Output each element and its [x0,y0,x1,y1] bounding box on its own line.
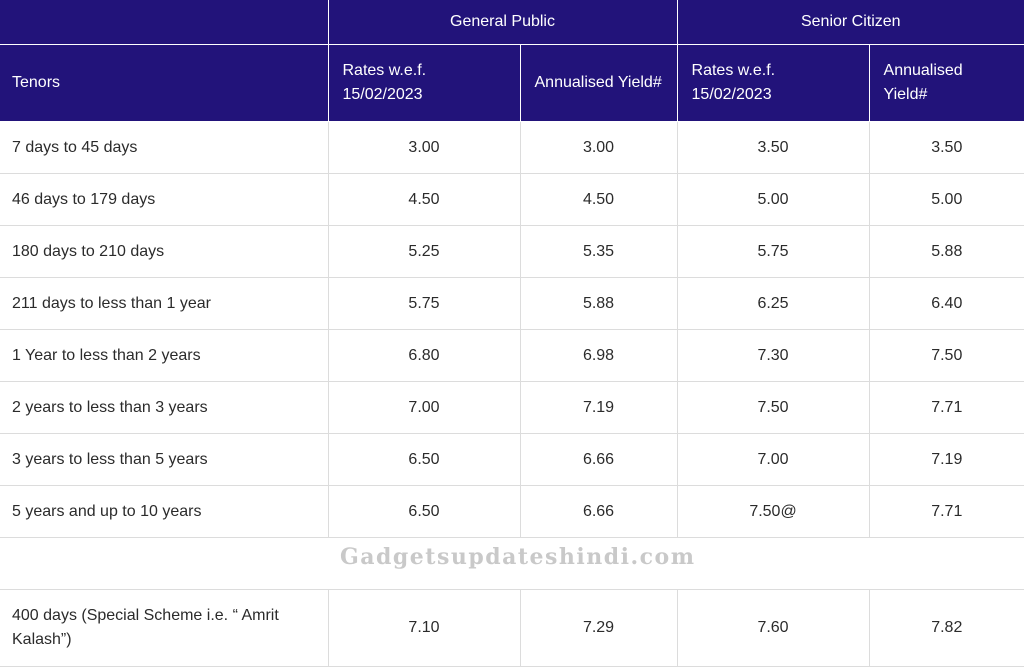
watermark-cell: Gadgetsupdateshindi.com [0,537,1024,590]
sc-yield-cell: 7.82 [868,589,1024,667]
gp-yield-cell: 7.29 [519,589,678,667]
gp-yield-cell: 5.35 [519,225,678,278]
group-header-row: General Public Senior Citizen [0,0,1024,45]
table-row: 211 days to less than 1 year 5.75 5.88 6… [0,277,1024,330]
sc-rate-cell: 5.75 [676,225,870,278]
sc-yield-header: Annualised Yield# [868,44,1024,122]
tenor-cell: 180 days to 210 days [0,225,329,278]
tenors-header: Tenors [0,44,329,122]
gp-rate-cell: 7.10 [327,589,521,667]
sc-rates-header: Rates w.e.f. 15/02/2023 [676,44,870,122]
sc-yield-cell: 5.88 [868,225,1024,278]
sc-yield-cell: 6.40 [868,277,1024,330]
tenor-cell: 211 days to less than 1 year [0,277,329,330]
tenor-cell: 46 days to 179 days [0,173,329,226]
tenor-cell: 7 days to 45 days [0,121,329,174]
sc-rate-cell: 7.60 [676,589,870,667]
tenor-cell: 2 years to less than 3 years [0,381,329,434]
gp-rates-header: Rates w.e.f. 15/02/2023 [327,44,521,122]
sc-rate-cell: 5.00 [676,173,870,226]
gp-rate-cell: 4.50 [327,173,521,226]
tenor-cell: 400 days (Special Scheme i.e. “ Amrit Ka… [0,589,329,667]
gp-rate-cell: 6.50 [327,433,521,486]
table-row: 3 years to less than 5 years 6.50 6.66 7… [0,433,1024,486]
gp-rate-cell: 3.00 [327,121,521,174]
gp-rate-cell: 7.00 [327,381,521,434]
gp-rate-cell: 6.50 [327,485,521,538]
gp-rate-cell: 5.25 [327,225,521,278]
gp-yield-header: Annualised Yield# [519,44,678,122]
sc-yield-cell: 3.50 [868,121,1024,174]
special-scheme-row: 400 days (Special Scheme i.e. “ Amrit Ka… [0,589,1024,667]
sc-rate-cell: 7.30 [676,329,870,382]
senior-citizen-header: Senior Citizen [676,0,1024,45]
tenor-cell: 5 years and up to 10 years [0,485,329,538]
gp-yield-cell: 3.00 [519,121,678,174]
sc-yield-cell: 7.50 [868,329,1024,382]
sc-yield-cell: 5.00 [868,173,1024,226]
table-row: 1 Year to less than 2 years 6.80 6.98 7.… [0,329,1024,382]
gp-rate-cell: 5.75 [327,277,521,330]
sc-rate-cell: 7.00 [676,433,870,486]
gp-yield-cell: 6.66 [519,485,678,538]
sc-rate-cell: 7.50 [676,381,870,434]
table-row: 5 years and up to 10 years 6.50 6.66 7.5… [0,485,1024,538]
tenor-cell: 3 years to less than 5 years [0,433,329,486]
blank-header-cell [0,0,329,45]
gp-yield-cell: 6.98 [519,329,678,382]
table-row: 46 days to 179 days 4.50 4.50 5.00 5.00 [0,173,1024,226]
sc-rate-cell: 7.50@ [676,485,870,538]
gp-yield-cell: 7.19 [519,381,678,434]
gp-yield-cell: 6.66 [519,433,678,486]
watermark-row: Gadgetsupdateshindi.com [0,537,1024,590]
column-header-row: Tenors Rates w.e.f. 15/02/2023 Annualise… [0,44,1024,122]
sc-rate-cell: 6.25 [676,277,870,330]
gp-yield-cell: 4.50 [519,173,678,226]
sc-yield-cell: 7.19 [868,433,1024,486]
table-row: 180 days to 210 days 5.25 5.35 5.75 5.88 [0,225,1024,278]
watermark-text: Gadgetsupdateshindi.com [340,544,696,570]
sc-yield-cell: 7.71 [868,381,1024,434]
general-public-header: General Public [327,0,678,45]
table-row: 2 years to less than 3 years 7.00 7.19 7… [0,381,1024,434]
tenor-cell: 1 Year to less than 2 years [0,329,329,382]
sc-rate-cell: 3.50 [676,121,870,174]
table-row: 7 days to 45 days 3.00 3.00 3.50 3.50 [0,121,1024,174]
sc-yield-cell: 7.71 [868,485,1024,538]
gp-yield-cell: 5.88 [519,277,678,330]
gp-rate-cell: 6.80 [327,329,521,382]
